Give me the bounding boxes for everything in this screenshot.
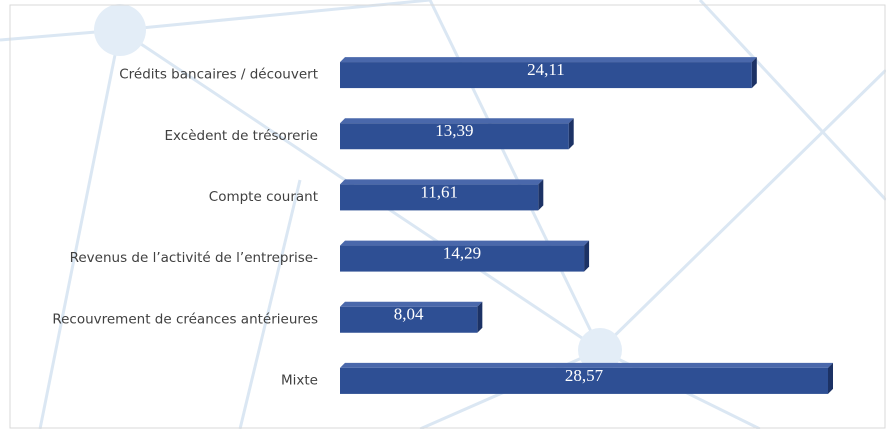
bar [340, 245, 585, 272]
category-label: Crédits bancaires / découvert [119, 67, 318, 83]
value-label: 28,57 [565, 366, 604, 385]
decor-line [598, 68, 886, 352]
value-label: 14,29 [443, 243, 481, 262]
bar-side [477, 301, 483, 333]
decor-line [698, 0, 886, 202]
bar-side [568, 118, 574, 150]
bar [340, 123, 569, 150]
value-label: 8,04 [394, 305, 424, 324]
bar-top [340, 362, 833, 368]
decor-line [38, 29, 122, 429]
bar-top [340, 57, 757, 63]
category-label: Revenus de l’activité de l’entreprise- [70, 250, 319, 266]
value-label: 11,61 [420, 182, 458, 201]
decor-line [238, 179, 302, 429]
bar-side [584, 240, 590, 272]
bar-top [340, 240, 590, 246]
bar [340, 306, 478, 333]
bar-top [340, 301, 483, 307]
category-label: Recouvrement de créances antérieures [52, 311, 318, 327]
bar-side [538, 179, 544, 211]
bar-top [340, 179, 544, 185]
bar-side [751, 57, 757, 89]
bar [340, 184, 539, 211]
category-label: Compte courant [209, 189, 318, 205]
bar-side [828, 362, 833, 394]
decor-line [428, 0, 602, 351]
bar [340, 367, 828, 394]
bar [340, 62, 752, 89]
category-label: Excèdent de trésorerie [164, 128, 318, 144]
decor-node [578, 328, 622, 372]
decor-node [94, 4, 146, 56]
plot-border [9, 4, 886, 429]
bar-top [340, 118, 574, 124]
category-label: Mixte [281, 372, 318, 388]
value-label: 24,11 [527, 60, 565, 79]
value-label: 13,39 [435, 121, 473, 140]
